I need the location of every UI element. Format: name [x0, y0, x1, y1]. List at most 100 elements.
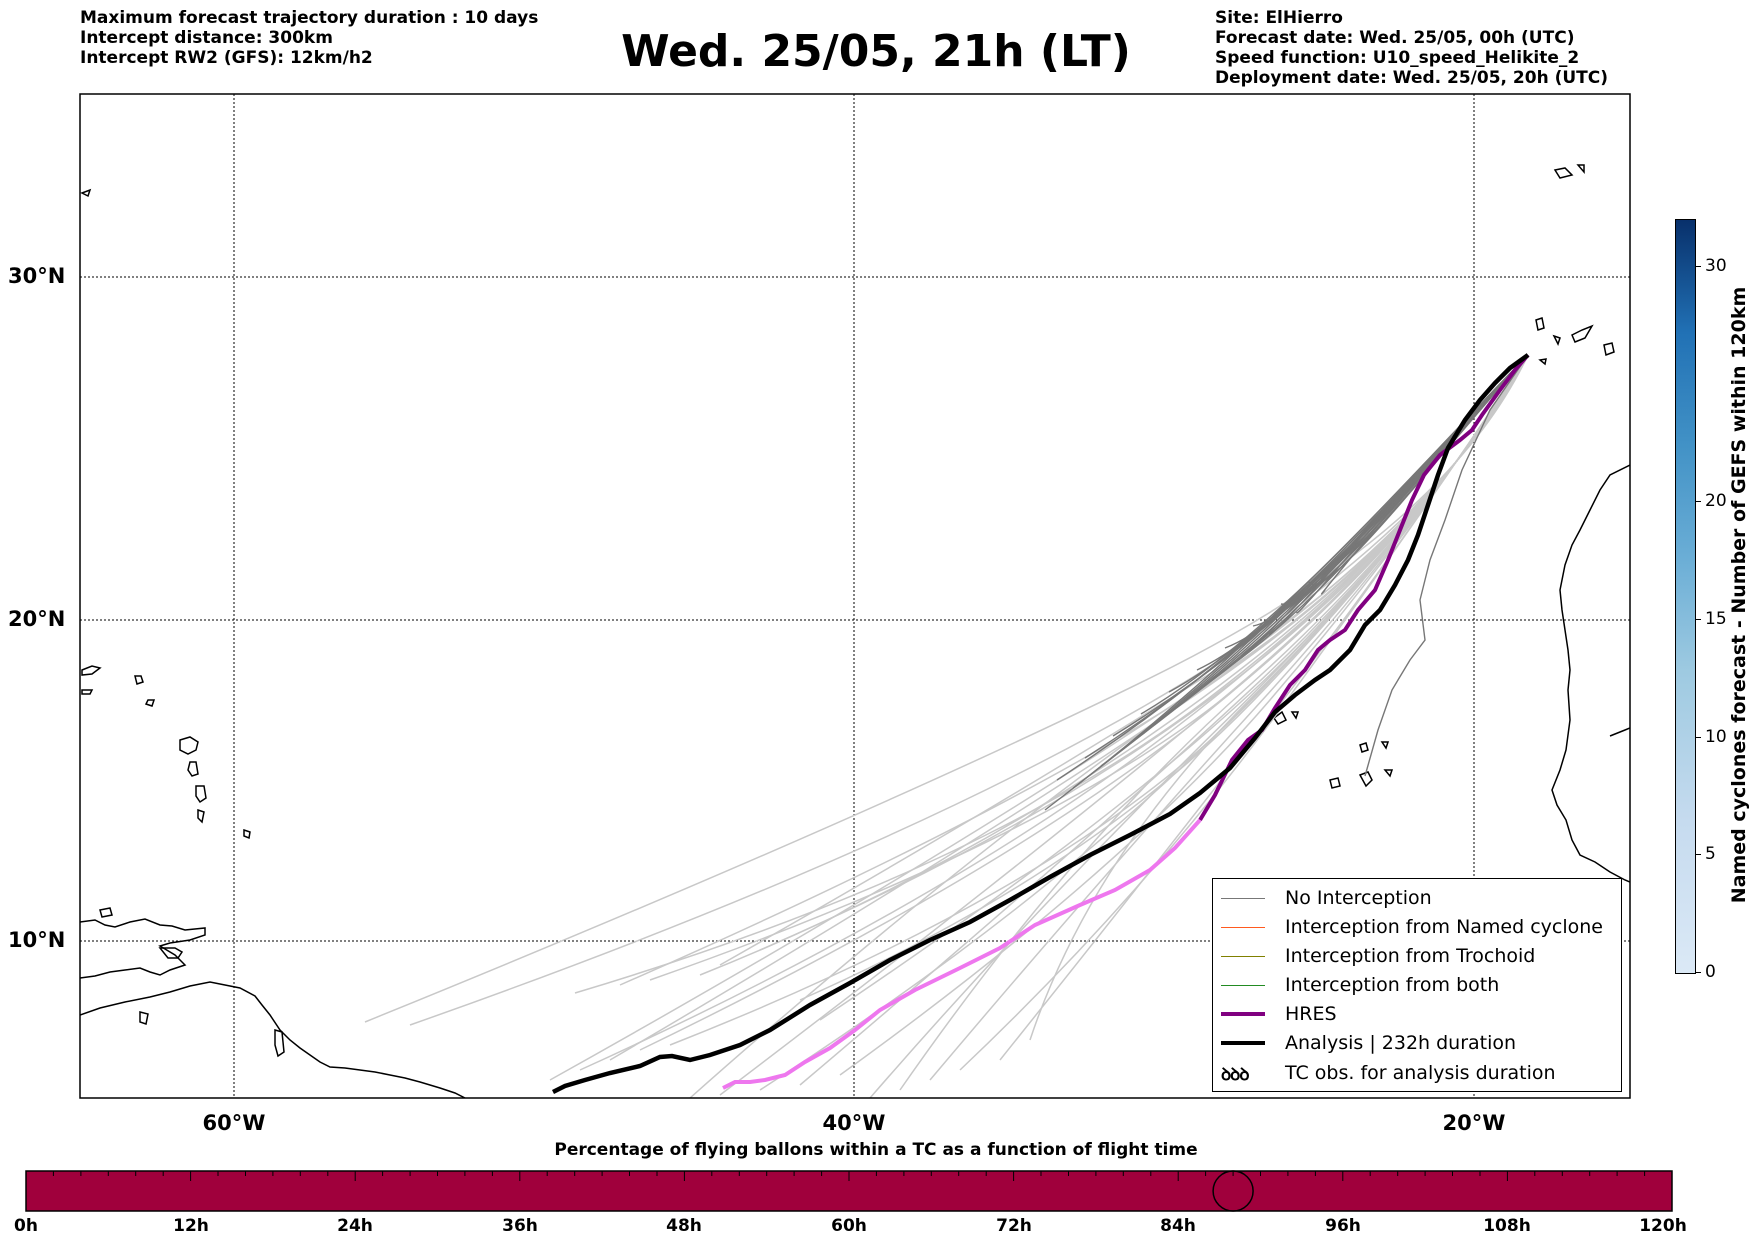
- caribbean-island: [134, 675, 144, 685]
- colorbar-tick: [1695, 501, 1701, 502]
- canary-island: [1552, 334, 1561, 346]
- canary-island: [1571, 324, 1594, 343]
- lat-label-20n: 20°N: [8, 607, 66, 631]
- caribbean-island: [81, 665, 102, 676]
- map-frame: [79, 93, 1631, 1099]
- caribbean-coast: [80, 918, 206, 979]
- main-title: Wed. 25/05, 21h (LT): [621, 26, 1131, 77]
- header-left-line: Maximum forecast trajectory duration : 1…: [80, 8, 539, 28]
- colorbar-tick: [1695, 972, 1701, 973]
- africa-coast: [1609, 727, 1630, 737]
- analysis-trajectory: [551, 353, 1530, 1095]
- header-right-line: Speed function: U10_speed_Helikite_2: [1215, 48, 1580, 68]
- colorbar-label: 10: [1705, 727, 1727, 747]
- legend-item-tc-obs: ꝺꝺꝺ TC obs. for analysis duration: [1213, 1060, 1556, 1086]
- south-america-coast: [80, 981, 466, 1098]
- timebar-label: 12h: [173, 1216, 209, 1236]
- caribbean-island: [195, 785, 207, 804]
- lat-label-10n: 10°N: [8, 928, 66, 952]
- timebar-ticks: [25, 1171, 1673, 1181]
- caribbean-island: [197, 808, 205, 824]
- legend-label: Interception from Named cyclone: [1285, 916, 1603, 938]
- colorbar-label: 5: [1705, 844, 1716, 864]
- iberia-coast: [1553, 167, 1574, 179]
- timebar: [25, 1170, 1673, 1212]
- timebar-title: Percentage of flying ballons within a TC…: [554, 1140, 1198, 1160]
- colorbar: [1675, 219, 1696, 974]
- cape-verde-island: [1272, 710, 1288, 725]
- caribbean-island: [144, 699, 156, 707]
- header-right-line: Site: ElHierro: [1215, 8, 1343, 28]
- timebar-label: 108h: [1483, 1216, 1531, 1236]
- colorbar-label: 15: [1705, 609, 1727, 629]
- legend-item-hres: HRES: [1213, 1001, 1337, 1027]
- caribbean-island: [81, 689, 94, 695]
- light-trajectory: [1029, 354, 1529, 1041]
- colorbar-tick: [1695, 737, 1701, 738]
- legend-swatch: [1221, 984, 1265, 986]
- legend-label: TC obs. for analysis duration: [1285, 1062, 1556, 1084]
- legend-label: No Interception: [1285, 887, 1432, 909]
- legend-swatch: [1221, 955, 1265, 957]
- caribbean-island: [179, 736, 199, 755]
- caribbean-island: [99, 907, 113, 918]
- legend-item-named-cyclone: Interception from Named cyclone: [1213, 914, 1603, 940]
- legend: No Interception Interception from Named …: [1212, 878, 1622, 1092]
- colorbar-title: Named cyclones forecast - Number of GEFS…: [1728, 286, 1750, 904]
- legend-item-analysis: Analysis | 232h duration: [1213, 1030, 1516, 1056]
- timebar-label: 120h: [1639, 1216, 1687, 1236]
- cape-verde-island: [1359, 742, 1369, 753]
- colorbar-tick: [1695, 266, 1701, 267]
- coastlines: [80, 164, 1630, 1098]
- legend-label: Interception from Trochoid: [1285, 945, 1536, 967]
- cape-verde-island: [1290, 711, 1300, 720]
- cape-verde-island: [1383, 769, 1394, 778]
- caribbean-island: [187, 761, 199, 777]
- timebar-label: 36h: [502, 1216, 538, 1236]
- no-interception-trajectories: [1044, 354, 1529, 811]
- legend-item-no-interception: No Interception: [1213, 885, 1432, 911]
- timebar-label: 60h: [831, 1216, 867, 1236]
- cape-verde-island: [1329, 777, 1341, 789]
- colorbar-label: 20: [1705, 491, 1727, 511]
- canary-island: [1535, 317, 1545, 331]
- header-right-line: Deployment date: Wed. 25/05, 20h (UTC): [1215, 68, 1609, 88]
- iberia-coast: [1576, 164, 1585, 175]
- colorbar-label: 0: [1705, 962, 1716, 982]
- canary-island: [1603, 342, 1615, 357]
- lat-label-30n: 30°N: [8, 264, 66, 288]
- legend-swatch: [1221, 1012, 1265, 1016]
- timebar-label: 96h: [1325, 1216, 1361, 1236]
- legend-item-both: Interception from both: [1213, 972, 1499, 998]
- tc-symbol-icon: ꝺꝺꝺ: [1221, 1064, 1250, 1085]
- header-left-line: Intercept RW2 (GFS): 12km/h2: [80, 48, 373, 68]
- canary-island: [1538, 358, 1547, 366]
- africa-coast: [1551, 464, 1630, 883]
- timebar-label: 24h: [337, 1216, 373, 1236]
- header-left-info: Maximum forecast trajectory duration : 1…: [80, 8, 538, 68]
- timebar-label: 0h: [14, 1216, 38, 1236]
- lon-label-60w: 60°W: [202, 1111, 266, 1135]
- no-interception-trajectory: [1308, 354, 1529, 586]
- header-right-line: Forecast date: Wed. 25/05, 00h (UTC): [1215, 28, 1575, 48]
- header-right-info: Site: ElHierro Forecast date: Wed. 25/05…: [1215, 8, 1608, 88]
- lon-label-40w: 40°W: [822, 1111, 886, 1135]
- legend-swatch: [1221, 1041, 1265, 1045]
- legend-swatch: [1221, 897, 1265, 899]
- colorbar-label: 30: [1705, 256, 1727, 276]
- header-left-line: Intercept distance: 300km: [80, 28, 333, 48]
- legend-label: HRES: [1285, 1003, 1337, 1025]
- cape-verde-island: [1380, 741, 1390, 750]
- caribbean-island: [80, 188, 92, 198]
- timebar-label: 72h: [996, 1216, 1032, 1236]
- timebar-label: 48h: [666, 1216, 702, 1236]
- caribbean-island: [158, 947, 184, 959]
- timebar-label: 84h: [1160, 1216, 1196, 1236]
- legend-label: Interception from both: [1285, 974, 1500, 996]
- lon-label-20w: 20°W: [1442, 1111, 1506, 1135]
- legend-item-trochoid: Interception from Trochoid: [1213, 943, 1535, 969]
- legend-label: Analysis | 232h duration: [1285, 1032, 1517, 1054]
- timebar-marker: [1212, 1170, 1254, 1212]
- caribbean-island: [243, 828, 251, 840]
- caribbean-island: [274, 1029, 285, 1058]
